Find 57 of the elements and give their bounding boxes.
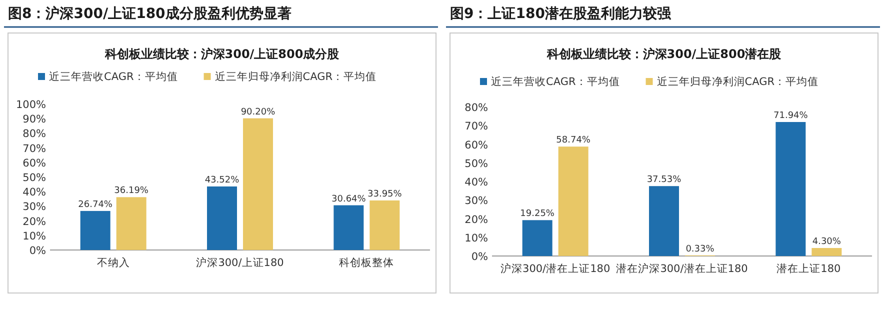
y-tick-label: 60% — [464, 139, 488, 152]
bar — [334, 205, 364, 250]
bar — [207, 186, 237, 250]
y-tick-label: 50% — [22, 172, 46, 184]
data-label: 58.74% — [556, 136, 591, 146]
y-tick-label: 70% — [464, 120, 488, 133]
y-tick-label: 40% — [464, 176, 488, 188]
y-tick-label: 0% — [471, 251, 488, 263]
y-tick-label: 100% — [16, 99, 46, 111]
y-tick-label: 0% — [29, 245, 46, 257]
data-label: 71.94% — [774, 111, 808, 122]
y-tick-label: 20% — [464, 214, 488, 226]
y-tick-label: 10% — [464, 232, 488, 244]
y-tick-label: 90% — [22, 114, 46, 126]
x-tick-label: 潜在沪深300/潜在上证180 — [616, 262, 748, 275]
x-tick-label: 沪深300/潜在上证180 — [500, 262, 610, 275]
data-label: 33.95% — [368, 189, 402, 200]
data-label: 36.19% — [114, 186, 149, 196]
y-tick-label: 50% — [464, 158, 488, 170]
legend-label: 近三年归母净利润CAGR：平均值 — [656, 75, 819, 88]
data-label: 19.25% — [520, 209, 555, 220]
data-label: 0.33% — [686, 244, 715, 254]
chart-subtitle: 科创板业绩比较：沪深300/上证800成分股 — [104, 47, 340, 61]
chart-subtitle: 科创板业绩比较：沪深300/上证800潜在股 — [546, 47, 782, 61]
bar — [522, 220, 552, 256]
x-tick-label: 沪深300/上证180 — [196, 256, 284, 269]
legend-label: 近三年归母净利润CAGR：平均值 — [214, 70, 377, 83]
y-tick-label: 20% — [22, 216, 46, 228]
y-tick-label: 30% — [464, 195, 488, 208]
data-label: 37.53% — [646, 175, 682, 186]
y-tick-label: 30% — [22, 201, 46, 214]
data-label: 26.74% — [78, 200, 113, 210]
chart-title: 图8：沪深300/上证180成分股盈利优势显著 — [8, 5, 292, 22]
x-tick-label: 不纳入 — [96, 256, 130, 269]
y-tick-label: 40% — [22, 186, 46, 199]
y-tick-label: 10% — [22, 230, 46, 242]
legend-label: 近三年营收CAGR：平均值 — [491, 75, 620, 88]
bar — [80, 210, 110, 250]
bar — [558, 146, 588, 256]
data-label: 30.64% — [332, 194, 366, 204]
data-label: 43.52% — [204, 175, 240, 186]
bar — [116, 197, 146, 250]
bar — [243, 118, 273, 250]
chart-title: 图9：上证180潜在股盈利能力较强 — [450, 6, 672, 22]
bar — [370, 200, 400, 250]
y-tick-label: 60% — [22, 157, 46, 170]
y-tick-label: 80% — [22, 128, 46, 140]
bar — [812, 248, 842, 256]
x-tick-label: 潜在上证180 — [776, 262, 841, 275]
x-tick-label: 科创板整体 — [339, 257, 394, 269]
bar — [649, 186, 679, 256]
y-tick-label: 80% — [464, 102, 488, 114]
data-label: 4.30% — [812, 236, 842, 247]
y-tick-label: 70% — [22, 142, 46, 155]
legend-label: 近三年营收CAGR：平均值 — [49, 70, 178, 83]
bar — [776, 122, 806, 256]
data-label: 90.20% — [240, 107, 276, 118]
